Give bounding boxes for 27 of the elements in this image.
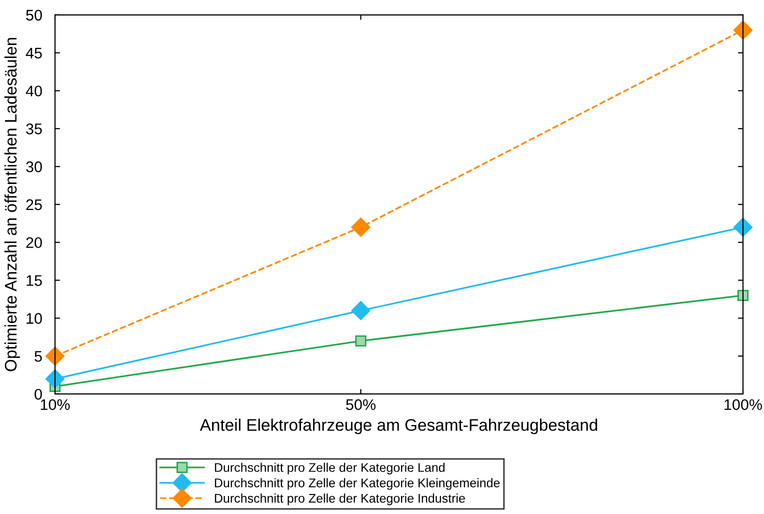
point: [733, 218, 753, 237]
y-tick-label: 45: [26, 48, 42, 58]
y-tick-label: 25: [26, 199, 42, 210]
point: [45, 369, 65, 388]
point: [351, 218, 370, 237]
x-tick-label: 100%: [724, 399, 762, 410]
point: [355, 335, 366, 346]
y-tick-label: 10: [26, 313, 42, 324]
y-tick-label: 0: [34, 388, 42, 400]
x-tick-label: 50%: [346, 399, 376, 410]
y-axis-title: Optimierte Anzahl an öffentlichen Ladesäulen: [4, 38, 20, 372]
legend-label: Durchschnitt pro Zelle der Kategorie Industrie: [214, 494, 465, 506]
y-tick-label: 15: [26, 275, 42, 286]
y-tick-label: 50: [26, 10, 42, 21]
y-tick-label: 20: [26, 237, 42, 248]
point: [737, 290, 749, 301]
y-tick-label: 30: [26, 161, 42, 172]
x-tick-label: 10%: [40, 399, 70, 410]
legend-label: Durchschnitt pro Zelle der Kategorie Land: [214, 462, 445, 474]
point: [351, 301, 370, 320]
y-tick-label: 40: [26, 86, 42, 96]
point: [733, 20, 753, 40]
y-tick-label: 35: [26, 123, 42, 134]
point: [45, 346, 65, 366]
y-tick-label: 5: [34, 351, 42, 362]
legend-label: Durchschnitt pro Zelle der Kategorie Kleingemeinde: [214, 478, 500, 490]
x-axis-title: Anteil Elektrofahrzeuge am Gesamt-Fahrzeugbestand: [200, 418, 598, 434]
